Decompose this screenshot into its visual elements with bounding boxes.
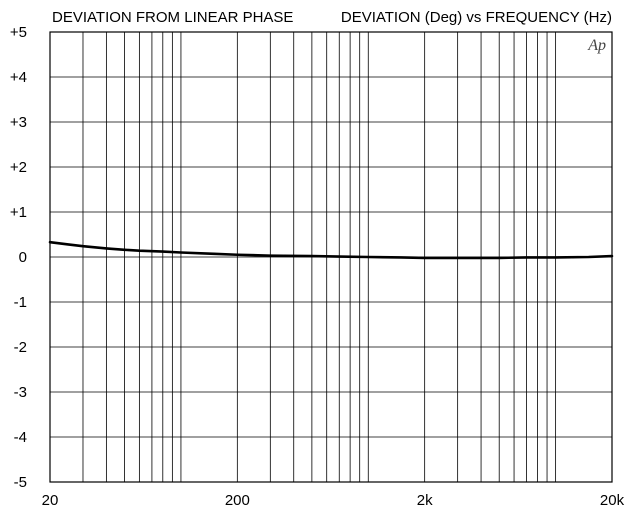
plot-frame (49, 31, 613, 483)
y-tick-label: +2 (10, 159, 27, 176)
x-tick-label: 200 (225, 492, 250, 509)
y-tick-label: 0 (19, 249, 27, 266)
series-line (48, 240, 614, 260)
x-tick-label: 2k (417, 492, 433, 509)
y-tick-label: +3 (10, 114, 27, 131)
chart-title: DEVIATION FROM LINEAR PHASE (52, 9, 293, 26)
y-tick-label: +4 (10, 69, 27, 86)
y-tick-label: -2 (14, 339, 27, 356)
y-tick-label: +5 (10, 24, 27, 41)
y-tick-label: -4 (14, 429, 27, 446)
y-axis-tick-labels: +5 +4 +3 +2 +1 0 -1 -2 -3 -4 -5 (10, 24, 27, 491)
chart-subtitle: DEVIATION (Deg) vs FREQUENCY (Hz) (341, 9, 612, 26)
y-tick-label: +1 (10, 204, 27, 221)
x-axis-tick-labels: 20 200 2k 20k (42, 492, 625, 509)
y-tick-label: -3 (14, 384, 27, 401)
y-tick-label: -1 (14, 294, 27, 311)
y-tick-label: -5 (14, 474, 27, 491)
x-tick-label: 20 (42, 492, 59, 509)
series-layer (48, 240, 614, 260)
ap-logo-watermark: Ap (587, 37, 606, 54)
x-tick-label: 20k (600, 492, 625, 509)
